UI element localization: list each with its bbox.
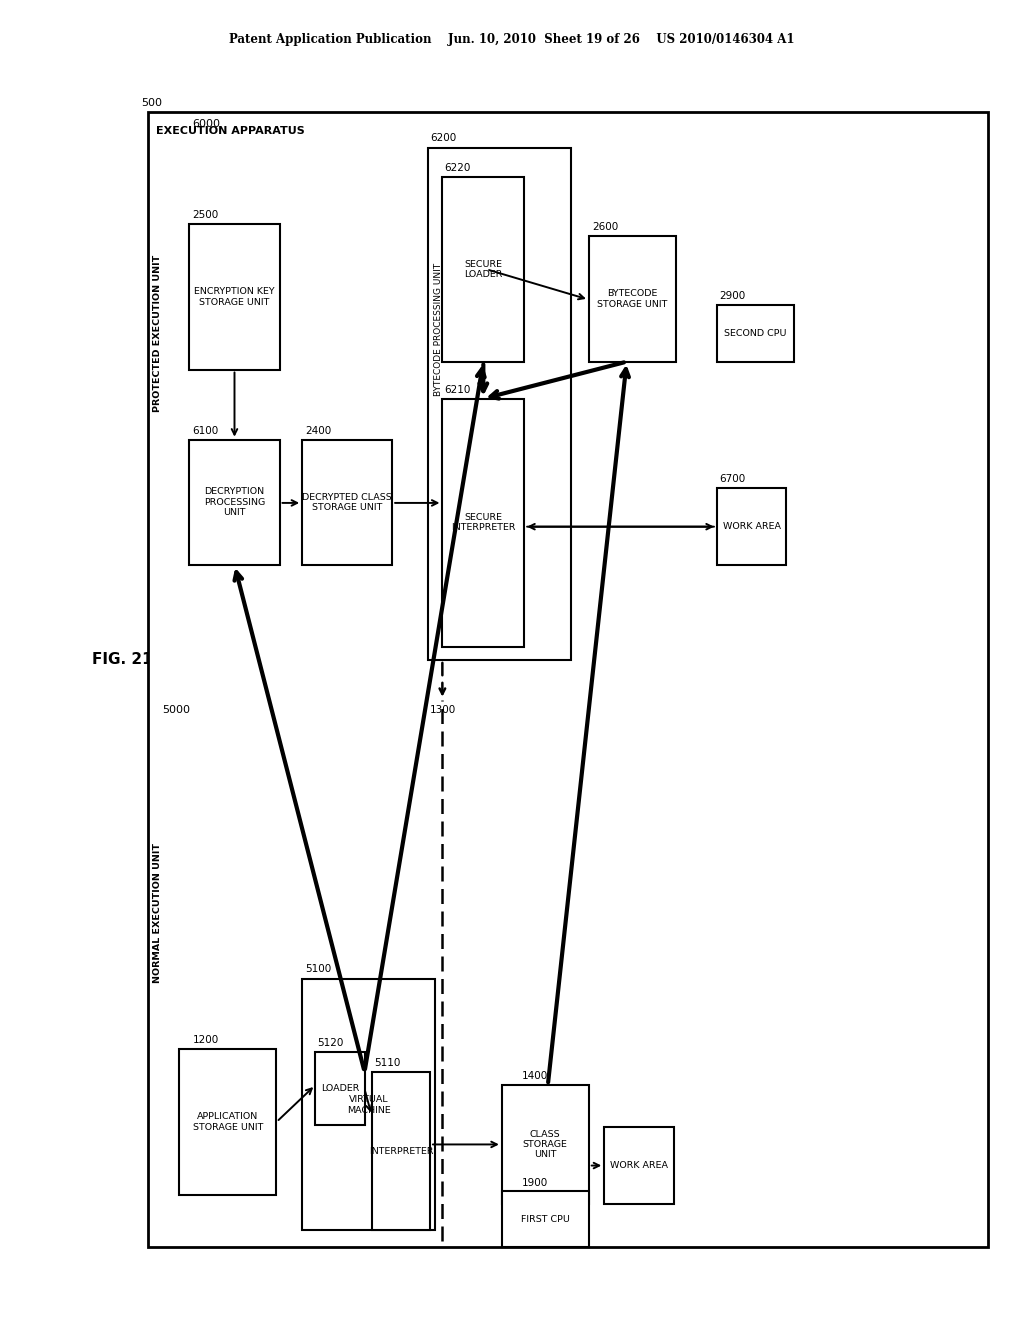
Text: 6100: 6100 [193,425,219,436]
Bar [189,224,280,370]
Text: 1300: 1300 [430,705,457,715]
Text: 2900: 2900 [719,290,745,301]
Text: VIRTUAL
MACHINE: VIRTUAL MACHINE [347,1096,390,1114]
Text: SECOND CPU: SECOND CPU [724,329,786,338]
Bar [189,440,280,565]
Bar [179,1049,276,1195]
Text: INTERPRETER: INTERPRETER [369,1147,433,1155]
Bar [315,1052,365,1125]
Text: 2600: 2600 [592,222,618,232]
Bar [148,112,988,1247]
Text: LOADER: LOADER [321,1084,359,1093]
Text: 2500: 2500 [193,210,219,220]
Text: DECRYPTED CLASS
STORAGE UNIT: DECRYPTED CLASS STORAGE UNIT [302,492,392,512]
Bar [502,1191,589,1247]
Text: 6220: 6220 [444,162,471,173]
Bar [502,1085,589,1204]
Text: WORK AREA: WORK AREA [610,1162,668,1170]
Bar [604,1127,674,1204]
Bar [302,979,435,1230]
Bar [159,719,543,1241]
Text: BYTECODE PROCESSING UNIT: BYTECODE PROCESSING UNIT [434,263,442,396]
Text: NORMAL EXECUTION UNIT: NORMAL EXECUTION UNIT [153,843,162,983]
Bar [428,148,571,660]
Bar [442,399,524,647]
Text: 5100: 5100 [305,964,332,974]
Text: 6000: 6000 [193,119,220,129]
Bar [159,132,978,700]
Text: ENCRYPTION KEY
STORAGE UNIT: ENCRYPTION KEY STORAGE UNIT [195,288,274,306]
Text: 500: 500 [141,98,163,108]
Text: CLASS
STORAGE
UNIT: CLASS STORAGE UNIT [523,1130,567,1159]
Text: APPLICATION
STORAGE UNIT: APPLICATION STORAGE UNIT [193,1113,263,1131]
Text: 5120: 5120 [317,1038,344,1048]
Text: Patent Application Publication    Jun. 10, 2010  Sheet 19 of 26    US 2010/01463: Patent Application Publication Jun. 10, … [229,33,795,46]
Text: EXECUTION APPARATUS: EXECUTION APPARATUS [156,125,304,136]
Text: DECRYPTION
PROCESSING
UNIT: DECRYPTION PROCESSING UNIT [204,487,265,517]
Text: 2400: 2400 [305,425,332,436]
Bar [372,1072,430,1230]
Text: 6200: 6200 [430,132,457,143]
Text: 1900: 1900 [522,1177,549,1188]
Text: 1200: 1200 [193,1035,219,1045]
Text: PROTECTED EXECUTION UNIT: PROTECTED EXECUTION UNIT [153,255,162,412]
Text: 6210: 6210 [444,384,471,395]
Bar [717,488,786,565]
Bar [302,440,392,565]
Text: 5110: 5110 [374,1057,400,1068]
Text: FIRST CPU: FIRST CPU [521,1214,569,1224]
Text: 6700: 6700 [719,474,745,484]
Bar [442,177,524,362]
Text: SECURE
INTERPRETER: SECURE INTERPRETER [452,513,515,532]
Bar [717,305,794,362]
Text: FIG. 21: FIG. 21 [92,652,153,668]
Text: WORK AREA: WORK AREA [723,523,780,531]
Text: SECURE
LOADER: SECURE LOADER [464,260,503,279]
Bar [589,236,676,362]
Text: 5000: 5000 [162,705,189,715]
Text: BYTECODE
STORAGE UNIT: BYTECODE STORAGE UNIT [597,289,668,309]
Text: 1400: 1400 [522,1071,549,1081]
